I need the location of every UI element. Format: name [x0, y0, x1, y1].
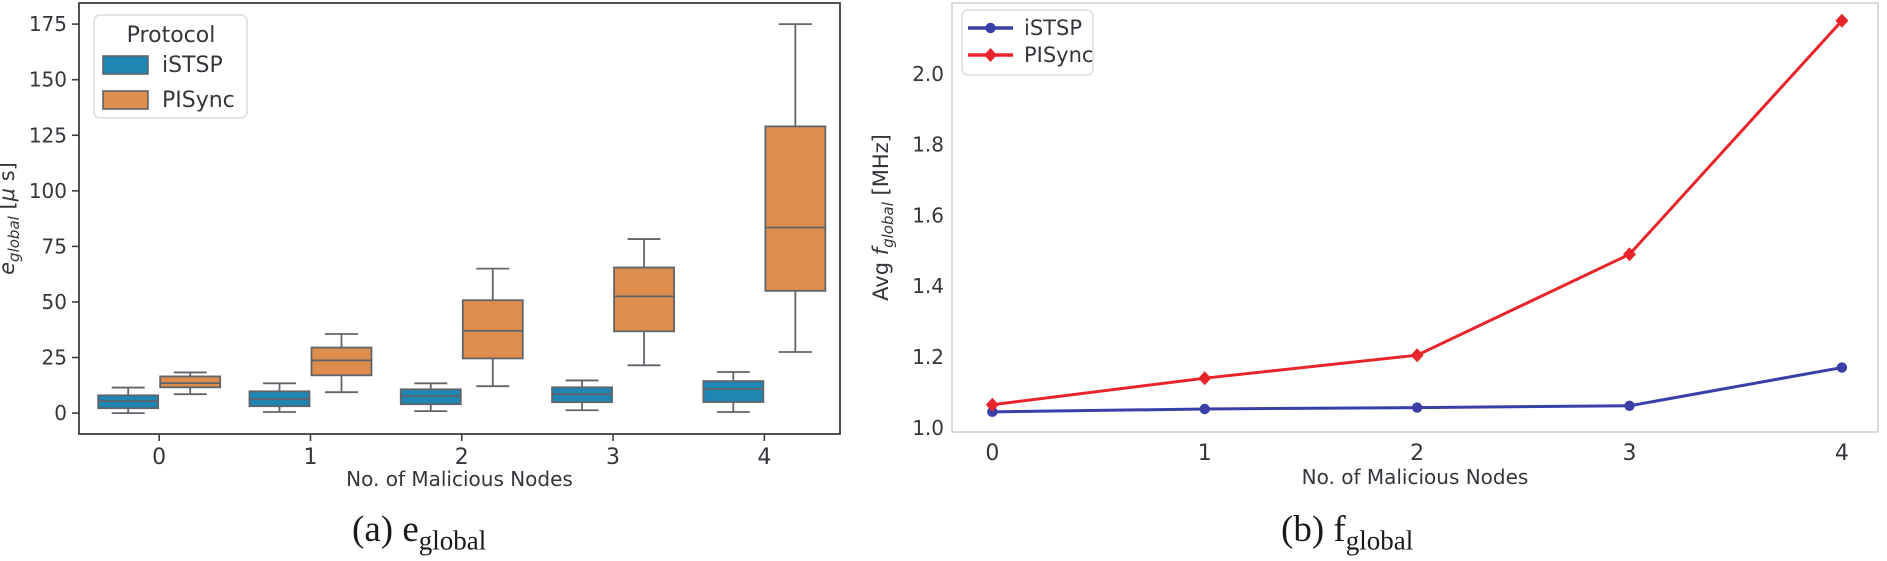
svg-text:2: 2	[1410, 441, 1424, 466]
svg-text:2.0: 2.0	[912, 62, 944, 86]
svg-text:No. of Malicious Nodes: No. of Malicious Nodes	[346, 467, 573, 491]
svg-text:PISync: PISync	[162, 88, 235, 113]
svg-text:1.0: 1.0	[912, 416, 944, 440]
svg-text:PISync: PISync	[1024, 43, 1093, 67]
caption-a: (a) eglobal	[352, 508, 486, 554]
svg-text:Avg fglobal [MHz]: Avg fglobal [MHz]	[869, 134, 897, 301]
svg-text:1: 1	[1198, 441, 1212, 466]
svg-text:3: 3	[1623, 441, 1637, 466]
svg-text:eglobal [μ s]: eglobal [μ s]	[0, 162, 23, 275]
caption-b-subscript: global	[1345, 525, 1414, 556]
caption-a-subscript: global	[418, 525, 487, 556]
svg-text:1.4: 1.4	[912, 274, 944, 298]
svg-text:Protocol: Protocol	[127, 23, 216, 48]
svg-text:4: 4	[1835, 441, 1849, 466]
lineplot-f-global: 1.0 1.2 1.4 1.6 1.8 2.0 0 1 2 3 4 No. of Malicious …	[869, 2, 1879, 489]
svg-text:1.6: 1.6	[912, 203, 944, 227]
caption-b: (b) fglobal	[1281, 508, 1413, 554]
svg-text:3: 3	[606, 445, 620, 470]
svg-text:50: 50	[42, 290, 67, 314]
caption-b-text: (b) f	[1281, 509, 1346, 550]
svg-text:150: 150	[29, 68, 67, 92]
svg-text:2: 2	[455, 445, 469, 470]
legend-series: iSTSP PISync	[961, 9, 1094, 76]
legend-protocol: Protocol iSTSP PISync	[93, 14, 248, 119]
svg-text:No. of Malicious Nodes: No. of Malicious Nodes	[1302, 465, 1529, 489]
svg-text:100: 100	[29, 179, 67, 203]
svg-text:125: 125	[29, 123, 67, 147]
svg-text:0: 0	[54, 401, 67, 425]
svg-text:iSTSP: iSTSP	[162, 53, 223, 78]
charts-canvas: 0 25 50 75 100 125 150 175 0 1 2 3 4 No. of Malicious…	[0, 2, 1879, 491]
boxplot-e-global: 0 25 50 75 100 125 150 175 0 1 2 3 4 No. of Malicious…	[0, 2, 841, 491]
svg-text:4: 4	[757, 445, 771, 470]
svg-text:1.2: 1.2	[912, 345, 944, 369]
svg-text:1: 1	[303, 445, 317, 470]
svg-text:75: 75	[42, 234, 67, 258]
caption-a-text: (a) e	[352, 509, 419, 550]
svg-text:1.8: 1.8	[912, 133, 944, 157]
svg-text:25: 25	[42, 346, 67, 370]
svg-text:0: 0	[985, 441, 999, 466]
svg-text:175: 175	[29, 12, 67, 36]
svg-text:0: 0	[152, 445, 166, 470]
svg-text:iSTSP: iSTSP	[1024, 16, 1082, 40]
